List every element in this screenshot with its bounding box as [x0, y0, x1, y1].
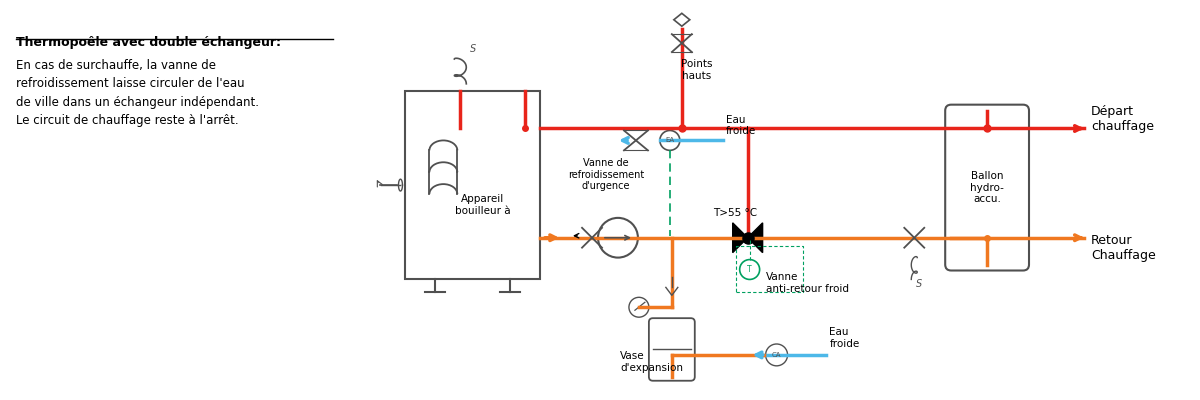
Text: CA: CA — [772, 352, 781, 358]
Text: EA: EA — [665, 138, 674, 144]
Text: S: S — [916, 279, 923, 289]
Polygon shape — [674, 13, 690, 26]
Text: Points
hauts: Points hauts — [682, 59, 713, 80]
Text: Appareil
bouilleur à: Appareil bouilleur à — [455, 194, 510, 216]
Text: Retour
Chauffage: Retour Chauffage — [1091, 234, 1156, 262]
Text: Vanne de
refroidissement
d'urgence: Vanne de refroidissement d'urgence — [568, 158, 644, 192]
FancyBboxPatch shape — [406, 91, 540, 280]
Circle shape — [598, 218, 638, 258]
Text: En cas de surchauffe, la vanne de
refroidissement laisse circuler de l'eau
de vi: En cas de surchauffe, la vanne de refroi… — [17, 59, 259, 128]
Text: Ballon
hydro-
accu.: Ballon hydro- accu. — [970, 171, 1004, 204]
Text: Eau
froide: Eau froide — [726, 115, 756, 136]
Text: Départ
chauffage: Départ chauffage — [1091, 104, 1154, 132]
Circle shape — [766, 344, 787, 366]
Text: Eau
froide: Eau froide — [829, 327, 859, 349]
Text: T: T — [748, 265, 752, 274]
FancyBboxPatch shape — [946, 105, 1030, 270]
Text: Thermopoêle avec double échangeur:: Thermopoêle avec double échangeur: — [17, 36, 281, 49]
Circle shape — [629, 297, 649, 317]
Text: S: S — [470, 44, 476, 54]
Circle shape — [660, 130, 680, 150]
Text: Vanne
anti-retour froid: Vanne anti-retour froid — [766, 272, 848, 294]
Circle shape — [739, 260, 760, 280]
Text: Vase
d'expansion: Vase d'expansion — [620, 351, 683, 373]
Polygon shape — [733, 223, 748, 253]
FancyBboxPatch shape — [649, 318, 695, 381]
Polygon shape — [748, 223, 763, 253]
Text: T>55 °C: T>55 °C — [713, 208, 757, 218]
